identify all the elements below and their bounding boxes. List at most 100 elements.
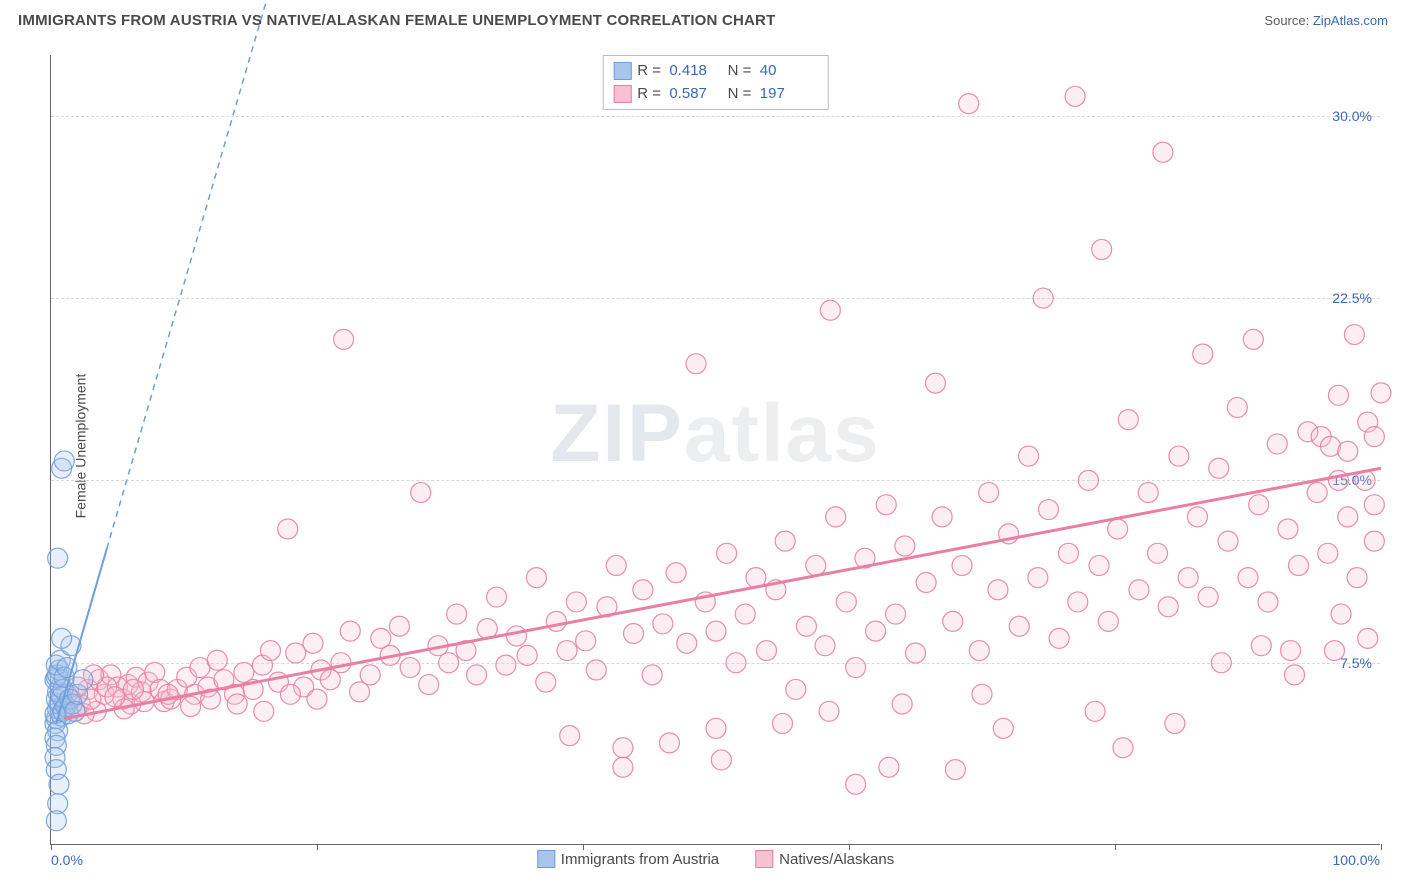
data-point-natives [1318,543,1338,563]
data-point-austria [46,811,66,831]
data-point-natives [307,689,327,709]
stats-n-value: 40 [760,60,810,83]
stats-row-austria: R = 0.418 N = 40 [613,60,810,83]
data-point-natives [945,760,965,780]
data-point-natives [1198,587,1218,607]
chart-title: IMMIGRANTS FROM AUSTRIA VS NATIVE/ALASKA… [18,12,775,29]
data-point-natives [1364,427,1384,447]
data-point-natives [1058,543,1078,563]
data-point-natives [1089,555,1109,575]
data-point-natives [866,621,886,641]
data-point-natives [1281,641,1301,661]
stats-swatch [613,62,631,80]
data-point-natives [105,687,125,707]
data-point-natives [993,718,1013,738]
data-point-natives [400,658,420,678]
data-point-natives [254,701,274,721]
stats-r-value: 0.587 [669,83,719,106]
data-point-natives [280,684,300,704]
data-point-natives [706,621,726,641]
data-point-natives [467,665,487,685]
data-point-natives [1251,636,1271,656]
data-point-natives [1085,701,1105,721]
data-point-natives [1358,628,1378,648]
data-point-natives [566,592,586,612]
data-point-natives [1098,611,1118,631]
data-point-austria [73,670,93,690]
data-point-natives [892,694,912,714]
data-point-natives [1338,507,1358,527]
data-point-natives [1033,288,1053,308]
data-point-natives [1118,410,1138,430]
data-point-natives [1331,604,1351,624]
data-point-natives [227,694,247,714]
data-point-natives [181,696,201,716]
data-point-natives [320,670,340,690]
data-point-natives [1078,470,1098,490]
source-link[interactable]: ZipAtlas.com [1313,13,1388,28]
data-point-natives [666,563,686,583]
stats-n-value: 197 [760,83,810,106]
data-point-natives [1113,738,1133,758]
data-point-austria [49,774,69,794]
data-point-natives [419,675,439,695]
data-point-natives [1371,383,1391,403]
stats-r-value: 0.418 [669,60,719,83]
data-point-natives [988,580,1008,600]
trendline-natives [64,468,1381,718]
data-point-natives [1307,483,1327,503]
data-point-natives [1227,397,1247,417]
data-point-natives [576,631,596,651]
x-axis-min-label: 0.0% [51,852,83,868]
data-point-natives [846,658,866,678]
data-point-natives [613,738,633,758]
data-point-natives [1218,531,1238,551]
data-point-natives [496,655,516,675]
data-point-natives [677,633,697,653]
data-point-natives [207,650,227,670]
data-point-natives [1028,568,1048,588]
data-point-natives [546,611,566,631]
data-point-natives [303,633,323,653]
data-point-natives [1158,597,1178,617]
source-attribution: Source: ZipAtlas.com [1264,13,1388,28]
data-point-natives [526,568,546,588]
data-point-natives [1178,568,1198,588]
data-point-natives [1193,344,1213,364]
data-point-natives [686,354,706,374]
data-point-natives [1267,434,1287,454]
data-point-natives [1065,86,1085,106]
data-point-natives [517,645,537,665]
x-axis-max-label: 100.0% [1333,852,1380,868]
data-point-natives [350,682,370,702]
data-point-natives [1138,483,1158,503]
data-point-natives [1238,568,1258,588]
data-point-natives [260,641,280,661]
data-point-natives [1364,495,1384,515]
data-point-natives [757,641,777,661]
data-point-natives [278,519,298,539]
legend-label: Natives/Alaskans [779,851,894,868]
legend-swatch [537,850,555,868]
data-point-natives [846,774,866,794]
data-point-natives [925,373,945,393]
stats-row-natives: R = 0.587 N = 197 [613,83,810,106]
data-point-natives [820,300,840,320]
data-point-austria [54,451,74,471]
data-point-natives [1039,500,1059,520]
x-tick [1115,844,1116,850]
data-point-natives [487,587,507,607]
data-point-natives [775,531,795,551]
data-point-natives [1328,385,1348,405]
legend-item-natives: Natives/Alaskans [755,850,894,868]
data-point-natives [1019,446,1039,466]
data-point-natives [1153,142,1173,162]
data-point-natives [1285,665,1305,685]
data-point-natives [1169,446,1189,466]
data-point-natives [943,611,963,631]
data-point-natives [1364,531,1384,551]
data-point-natives [1108,519,1128,539]
stats-swatch [613,85,631,103]
data-point-natives [331,653,351,673]
data-point-natives [1148,543,1168,563]
